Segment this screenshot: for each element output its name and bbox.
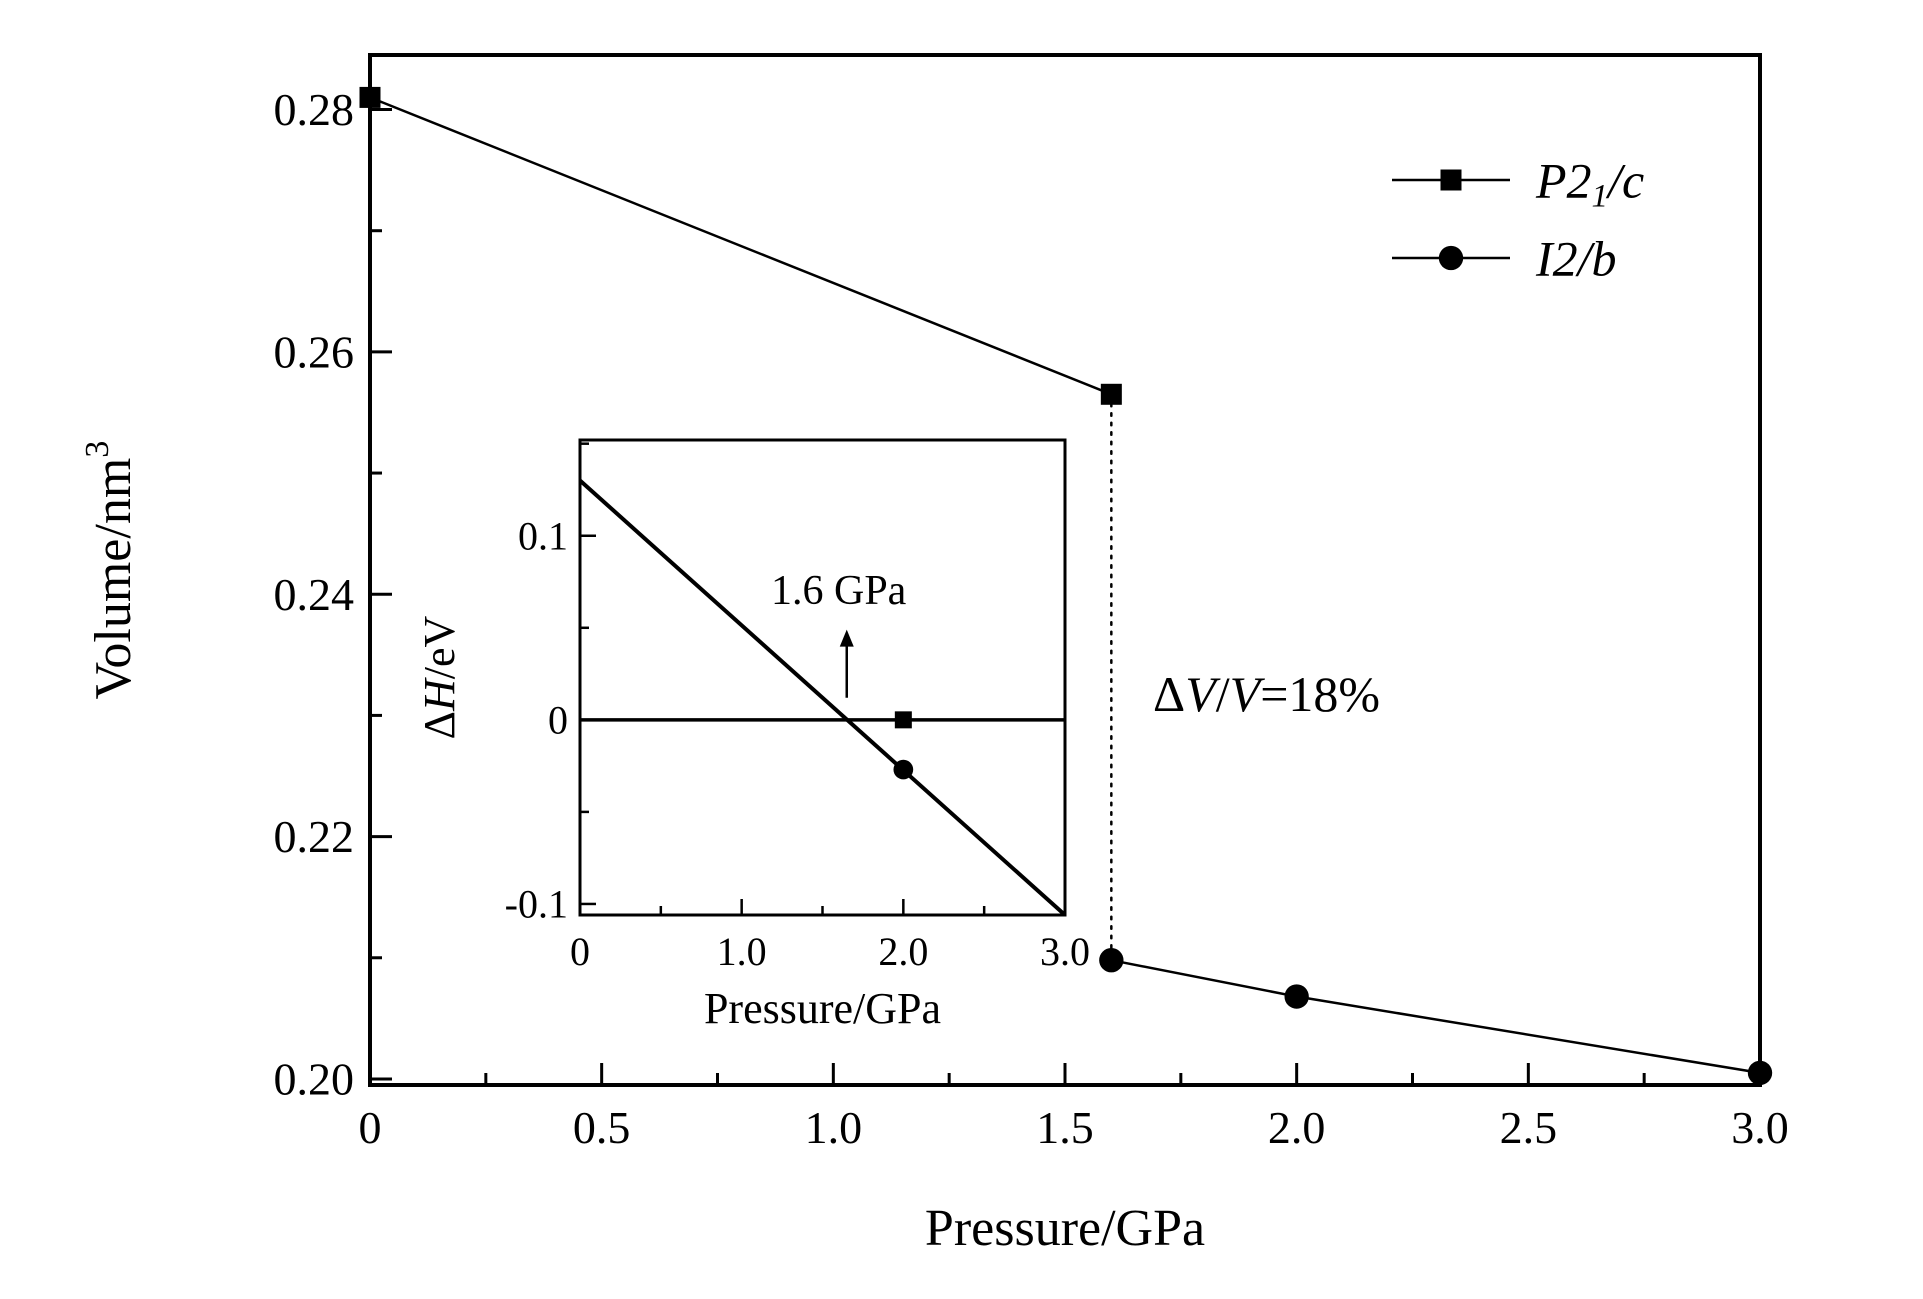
transition-pressure-label: 1.6 GPa: [771, 568, 907, 614]
series-line-i2b: [578, 479, 1067, 917]
main-x-axis-label: Pressure/GPa: [925, 1200, 1205, 1257]
inset-x-tick-label: 0: [570, 929, 590, 974]
legend-label-square: P21/c: [1535, 153, 1644, 215]
inset-plot-border: [578, 438, 1067, 917]
main-y-axis-label: Volume/nm3: [78, 441, 142, 700]
inset-series-i2b: [578, 479, 1067, 917]
legend-marker-circle: [1438, 245, 1464, 271]
main-x-tick-label: 2.5: [1500, 1102, 1558, 1153]
legend-entry-square: P21/c: [1392, 153, 1644, 215]
inset-x-tick-label: 3.0: [1040, 929, 1090, 974]
main-x-tick-label: 0.5: [573, 1102, 631, 1153]
volume-collapse-label: ΔV/V=18%: [1153, 666, 1380, 722]
main-legend: P21/c I2/b: [1392, 153, 1644, 287]
legend-entry-circle: I2/b: [1392, 231, 1617, 287]
series-marker-circle: [893, 759, 914, 780]
main-y-tick-label: 0.22: [274, 811, 355, 862]
main-x-tick-label: 1.0: [805, 1102, 863, 1153]
inset-plot-area: [580, 440, 1065, 915]
inset-y-tick-label: 0.1: [518, 513, 568, 558]
series-marker-square: [894, 711, 912, 729]
main-y-tick-label: 0.26: [274, 327, 355, 378]
inset-y-tick-label: -0.1: [505, 882, 568, 927]
main-y-tick-label: 0.20: [274, 1054, 355, 1105]
legend-marker-square: [1440, 169, 1462, 191]
transition-pressure-arrow: [839, 629, 854, 698]
main-x-tick-label: 0: [359, 1102, 382, 1153]
main-x-tick-label: 1.5: [1036, 1102, 1094, 1153]
arrow-head: [839, 629, 854, 647]
main-y-tick-label: 0.28: [274, 84, 355, 135]
main-plot-border: [368, 53, 1762, 1087]
series-marker-circle: [1284, 984, 1309, 1009]
inset-y-tick-label: 0: [548, 697, 568, 742]
inset-x-tick-label: 2.0: [878, 929, 928, 974]
inset-x-tick-label: 1.0: [717, 929, 767, 974]
legend-label-circle: I2/b: [1535, 231, 1617, 287]
series-marker-circle: [1099, 948, 1124, 973]
inset-series-p21c: [580, 711, 1065, 729]
main-x-tick-label: 3.0: [1731, 1102, 1789, 1153]
series-line-p21c: [369, 96, 1112, 396]
main-series-i2b: [1099, 948, 1773, 1086]
main-x-tick-label: 2.0: [1268, 1102, 1326, 1153]
inset-x-axis-label: Pressure/GPa: [704, 984, 941, 1033]
main-y-tick-label: 0.24: [274, 569, 355, 620]
inset-y-axis-label: ΔH/eV: [415, 615, 464, 739]
